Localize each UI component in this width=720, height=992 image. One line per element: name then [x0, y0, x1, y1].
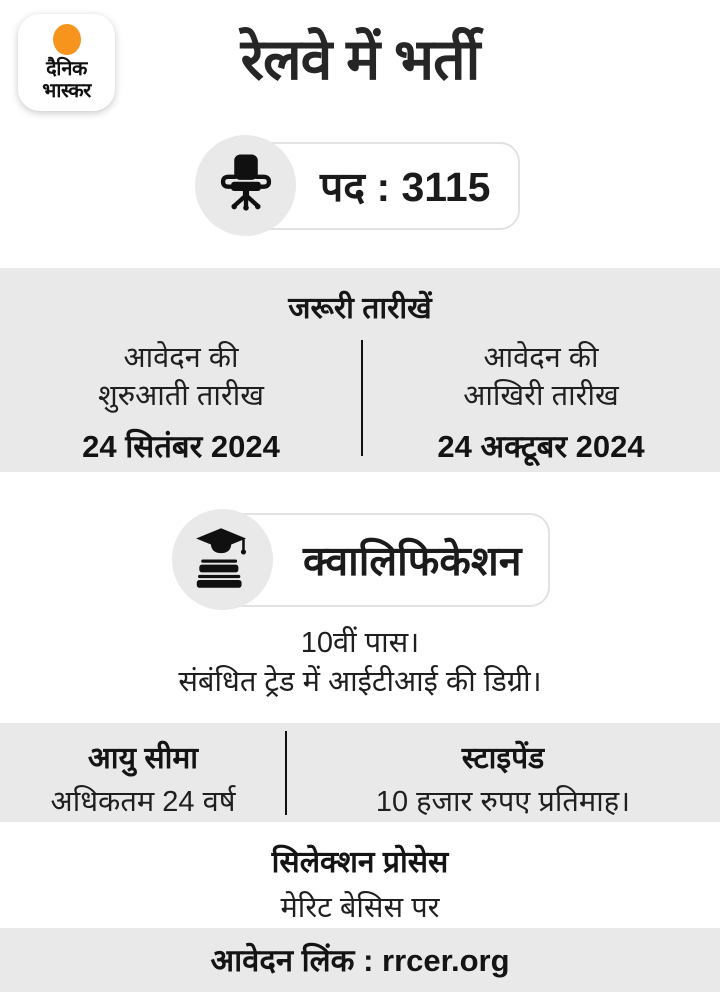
age-stipend-section: आयु सीमा अधिकतम 24 वर्ष स्टाइपेंड 10 हजा… [0, 723, 720, 822]
stipend-value: 10 हजार रुपए प्रतिमाह। [375, 786, 631, 818]
start-date-column: आवेदन की शुरुआती तारीख 24 सितंबर 2024 [0, 339, 362, 467]
qualification-line-1: 10वीं पास। [300, 627, 420, 659]
qualification-line-2: संबंधित ट्रेड में आईटीआई की डिग्री। [178, 666, 542, 698]
qualification-heading: क्वालिफिकेशन [219, 512, 550, 607]
start-date-label-line2: शुरुआती तारीख [98, 380, 264, 412]
graduation-cap-books-icon [191, 525, 255, 594]
posts-icon-circle [195, 135, 296, 236]
end-date-label-line2: आखिरी तारीख [463, 380, 619, 412]
end-date-column: आवेदन की आखिरी तारीख 24 अक्टूबर 2024 [362, 339, 720, 467]
end-date-value: 24 अक्टूबर 2024 [437, 429, 645, 464]
application-link-section: आवेदन लिंक : rrcer.org [0, 928, 720, 992]
start-date-label-line1: आवेदन की [123, 342, 239, 374]
stipend-heading: स्टाइपेंड [461, 742, 545, 775]
logo-orange-dot-icon [52, 23, 81, 55]
qualification-icon-circle [172, 509, 273, 610]
age-limit-heading: आयु सीमा [87, 742, 199, 775]
selection-process-section: सिलेक्शन प्रोसेस मेरिट बेसिस पर [0, 840, 720, 926]
dates-heading: जरूरी तारीखें [288, 292, 432, 325]
age-stipend-divider [285, 731, 287, 815]
dainik-bhaskar-logo: दैनिक भास्कर [18, 14, 115, 111]
posts-pill: पद : 3115 [195, 135, 520, 236]
age-limit-value: अधिकतम 24 वर्ष [50, 786, 236, 818]
start-date-value: 24 सितंबर 2024 [82, 429, 280, 464]
end-date-label-line1: आवेदन की [483, 342, 599, 374]
logo-text-line2: भास्कर [42, 79, 91, 102]
qualification-details: 10वीं पास। संबंधित ट्रेड में आईटीआई की ड… [0, 624, 720, 702]
start-date-label: आवेदन की शुरुआती तारीख [0, 339, 362, 415]
office-chair-icon [215, 152, 277, 219]
qualification-pill: क्वालिफिकेशन [172, 509, 550, 610]
logo-text-line1: दैनिक [46, 57, 87, 80]
page-title: रेलवे में भर्ती [240, 28, 481, 92]
application-link-text: आवेदन लिंक : rrcer.org [210, 943, 510, 978]
age-limit-column: आयु सीमा अधिकतम 24 वर्ष [0, 723, 286, 822]
dates-divider [361, 340, 363, 456]
end-date-label: आवेदन की आखिरी तारीख [362, 339, 720, 415]
age-stipend-columns: आयु सीमा अधिकतम 24 वर्ष स्टाइपेंड 10 हजा… [0, 723, 720, 822]
selection-process-value: मेरिट बेसिस पर [280, 892, 440, 924]
selection-process-heading: सिलेक्शन प्रोसेस [271, 846, 449, 879]
important-dates-section: जरूरी तारीखें आवेदन की शुरुआती तारीख 24 … [0, 268, 720, 472]
stipend-column: स्टाइपेंड 10 हजार रुपए प्रतिमाह। [286, 723, 720, 822]
dates-columns: आवेदन की शुरुआती तारीख 24 सितंबर 2024 आव… [0, 339, 720, 467]
